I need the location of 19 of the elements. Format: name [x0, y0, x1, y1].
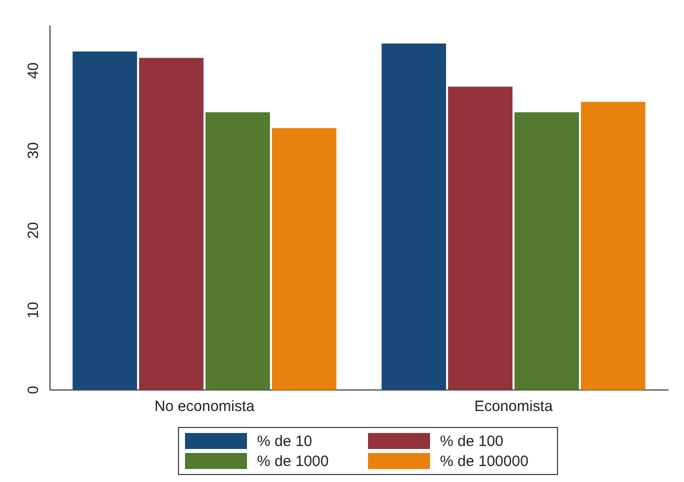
- bar: [205, 112, 270, 390]
- x-tick-label: Economista: [474, 398, 554, 416]
- y-tick-label: 40: [25, 62, 42, 80]
- y-tick-label: 30: [25, 142, 42, 159]
- x-tick-label: No economista: [154, 398, 256, 416]
- bar: [382, 44, 446, 390]
- bar: [448, 86, 513, 390]
- bar: [272, 128, 336, 390]
- bar: [72, 52, 138, 390]
- y-tick-label: 10: [25, 302, 42, 319]
- bar: [139, 58, 204, 390]
- bar: [580, 102, 646, 390]
- y-tick-label: 20: [25, 222, 42, 239]
- legend-label: % de 100000: [440, 452, 528, 470]
- y-tick-label: 0: [25, 386, 42, 394]
- legend-label: % de 1000: [257, 452, 329, 470]
- legend-label: % de 100: [440, 432, 504, 450]
- bar: [514, 112, 579, 390]
- legend-label: % de 10: [257, 432, 312, 450]
